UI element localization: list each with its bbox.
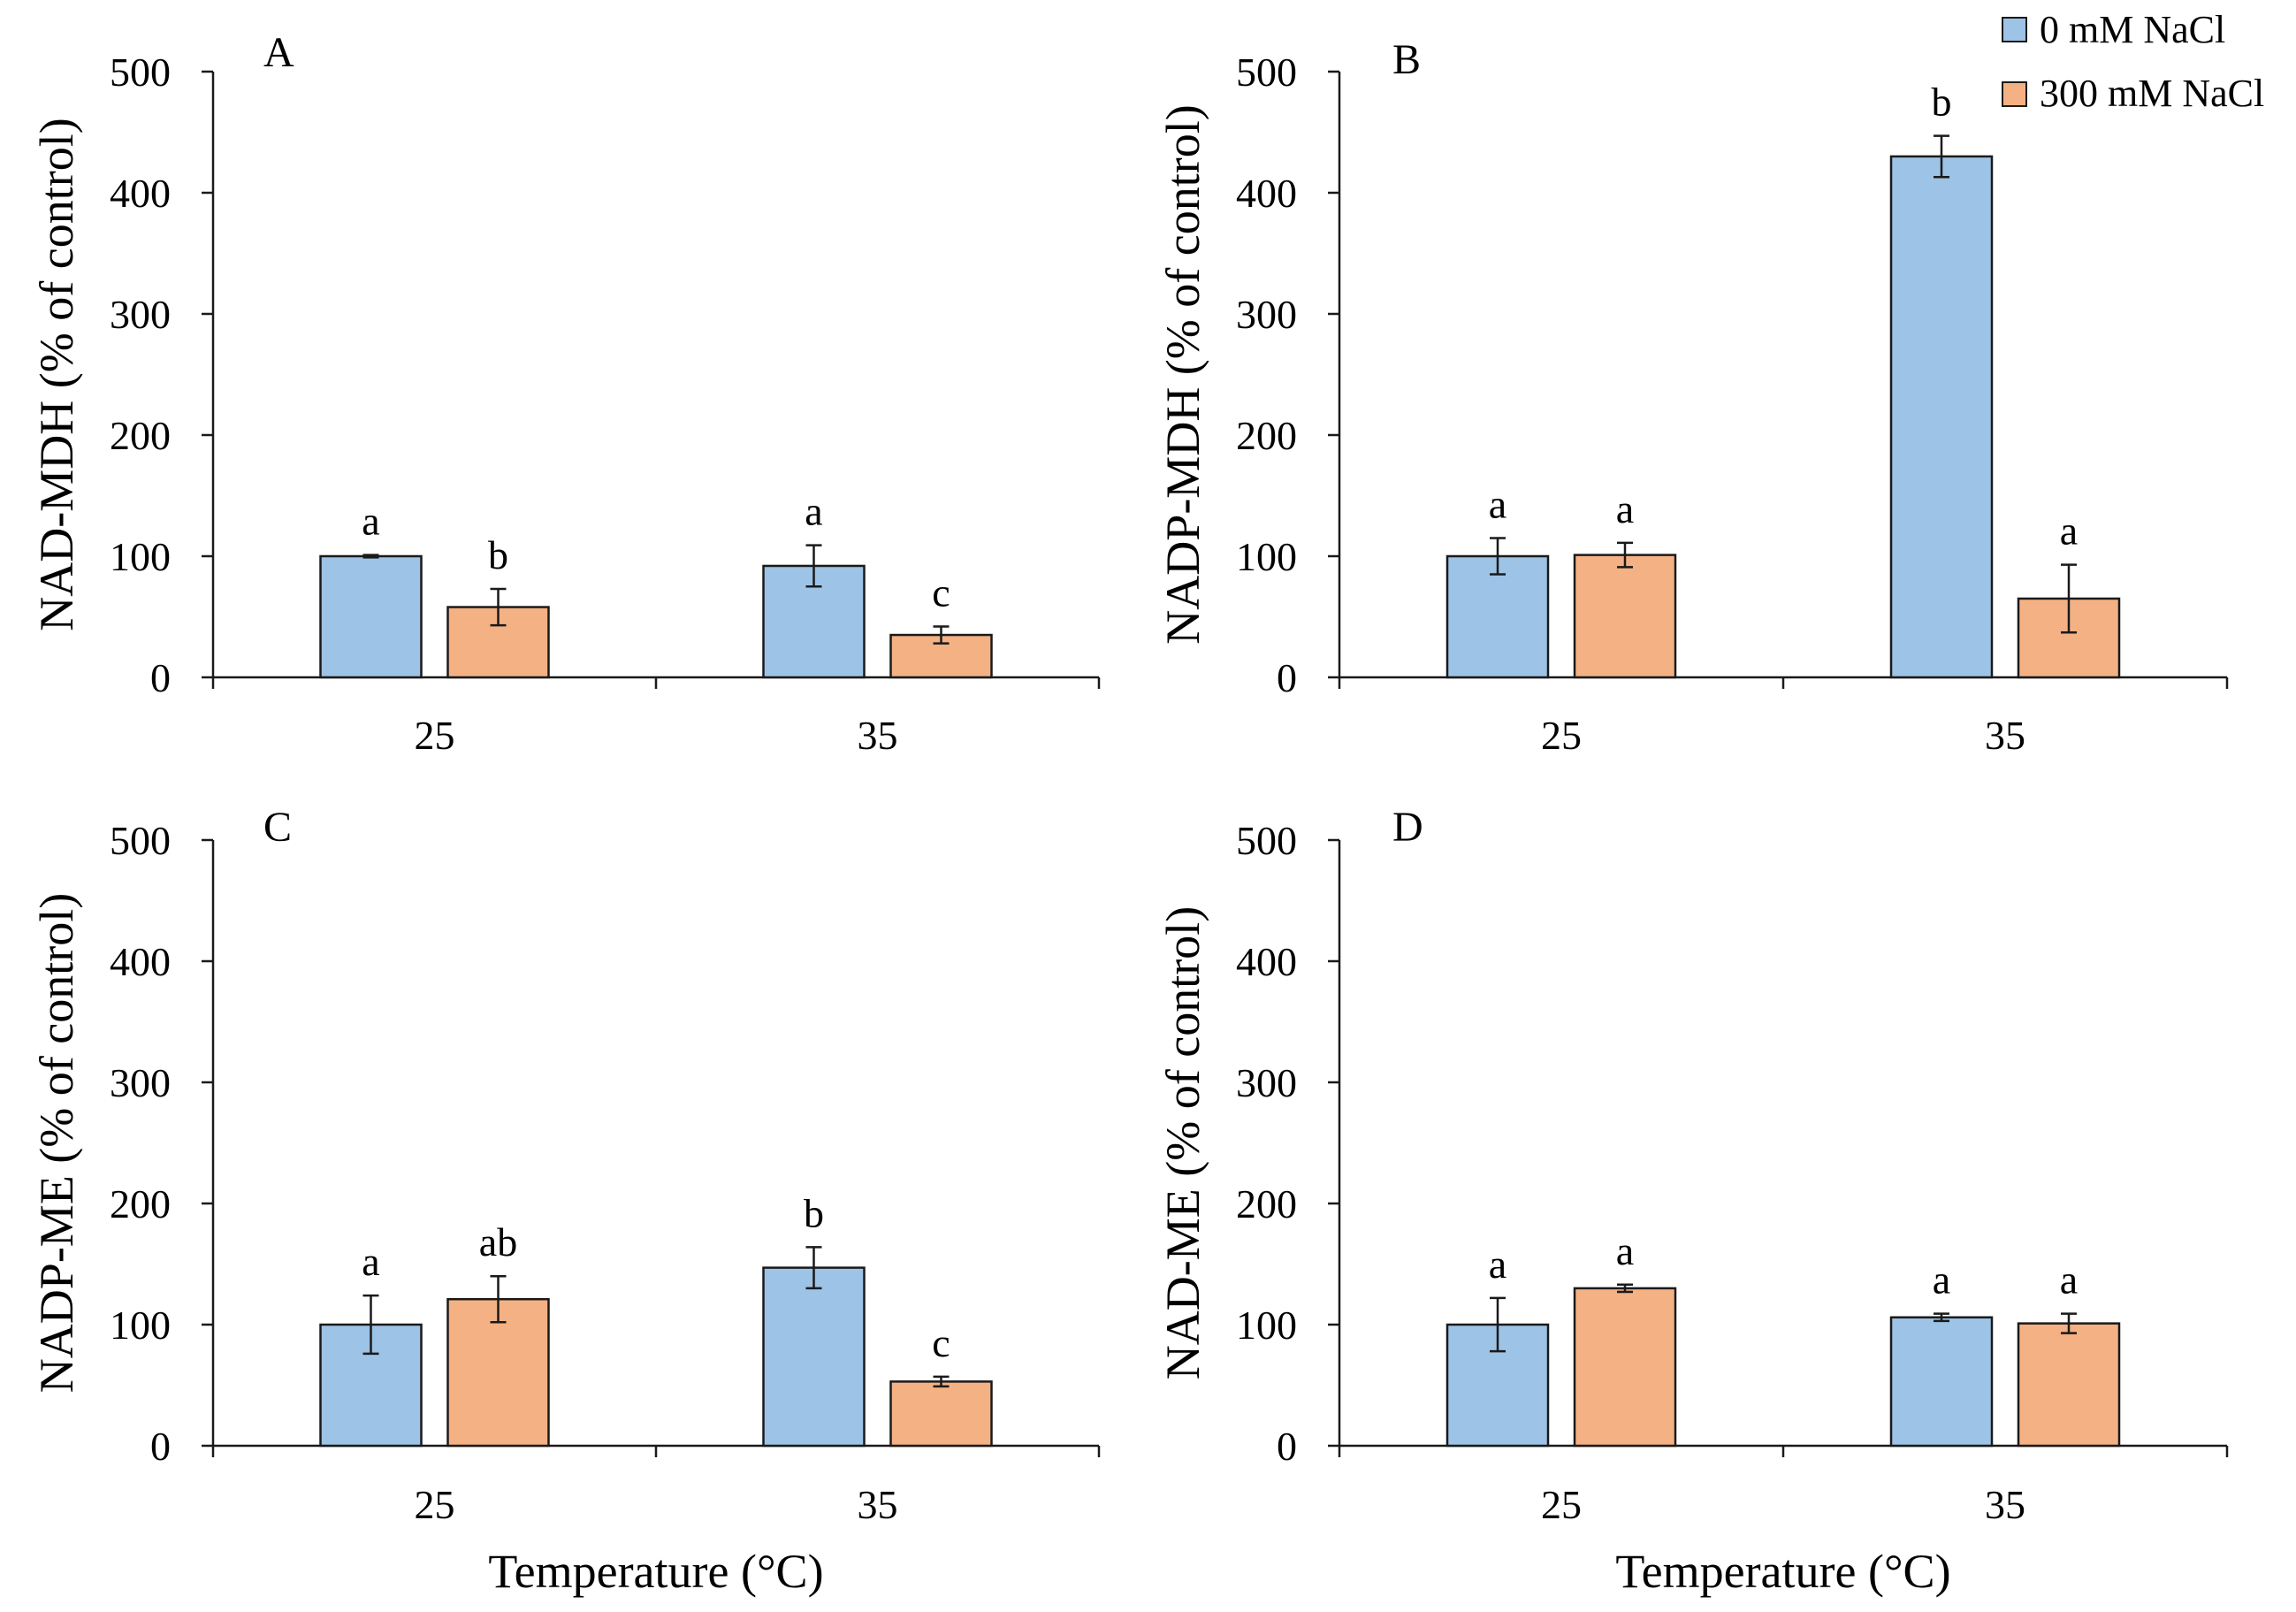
bar-b-0-mm-nacl-25: [1445, 554, 1550, 679]
error-bar-d-300-mm-nacl-35: [2061, 1312, 2077, 1334]
x-tick-label-a-35: 35: [858, 713, 898, 758]
error-bar-c-300-mm-nacl-25: [490, 1274, 507, 1324]
y-tick-label-b-300: 300: [1236, 292, 1297, 337]
y-tick-label-c-500: 500: [110, 818, 171, 863]
x-tick-label-b-25: 25: [1541, 713, 1582, 758]
significance-letter-b-300-mm-nacl-25: a: [1616, 486, 1634, 531]
significance-letter-d-300-mm-nacl-35: a: [2060, 1257, 2078, 1303]
y-tick-label-d-0: 0: [1277, 1424, 1297, 1469]
panels: A NAD-MDH (% of control) 0 100 200 300 400 500 2…: [30, 29, 2229, 1598]
legend-label-0-mm-nacl: 0 mM NaCl: [2040, 8, 2225, 51]
y-tick-label-d-300: 300: [1236, 1060, 1297, 1105]
error-bar-c-0-mm-nacl-25: [362, 1294, 379, 1356]
y-tick-label-d-500: 500: [1236, 818, 1297, 863]
y-tick-label-a-200: 200: [110, 413, 171, 458]
bar-d-300-mm-nacl-35: [2017, 1322, 2121, 1448]
bar-b-0-mm-nacl-35: [1889, 155, 1994, 679]
error-bar-c-0-mm-nacl-35: [805, 1246, 822, 1290]
legend: 0 mM NaCl 300 mM NaCl: [2002, 8, 2264, 115]
significance-letter-b-300-mm-nacl-35: a: [2060, 508, 2078, 554]
bar-d-0-mm-nacl-35: [1889, 1316, 1994, 1448]
y-tick-label-c-400: 400: [110, 939, 171, 984]
y-tick-label-b-200: 200: [1236, 413, 1297, 458]
bar-c-0-mm-nacl-35: [762, 1266, 866, 1448]
y-tick-label-c-0: 0: [150, 1424, 171, 1469]
y-tick-label-b-100: 100: [1236, 534, 1297, 579]
panel-label-c: C: [263, 804, 292, 851]
error-bar-b-0-mm-nacl-35: [1934, 134, 1949, 179]
bar-b-300-mm-nacl-25: [1573, 554, 1677, 679]
error-bar-a-300-mm-nacl-25: [490, 587, 507, 627]
x-tick-label-c-25: 25: [415, 1482, 455, 1527]
significance-letter-a-300-mm-nacl-35: c: [932, 569, 950, 615]
panel-d: D NAD-ME (% of control) 0 100 200 300 400 500 25…: [1156, 804, 2229, 1598]
legend-label-300-mm-nacl: 300 mM NaCl: [2040, 72, 2264, 115]
x-tick-label-a-25: 25: [415, 713, 455, 758]
legend-swatch-0-mm-nacl: [2002, 17, 2027, 42]
error-bar-b-300-mm-nacl-25: [1617, 541, 1633, 569]
significance-letter-c-300-mm-nacl-25: ab: [479, 1219, 517, 1264]
significance-letter-c-0-mm-nacl-25: a: [362, 1239, 379, 1284]
error-bar-b-0-mm-nacl-25: [1490, 537, 1506, 576]
x-tick-label-c-35: 35: [858, 1482, 898, 1527]
y-tick-label-b-0: 0: [1277, 655, 1297, 700]
error-bar-c-300-mm-nacl-35: [933, 1375, 950, 1388]
y-axis-title-b: NADP-MDH (% of control): [1156, 104, 1209, 644]
error-bar-a-0-mm-nacl-35: [805, 544, 822, 588]
significance-letter-a-300-mm-nacl-25: b: [488, 532, 508, 577]
y-tick-label-a-400: 400: [110, 171, 171, 216]
bar-c-300-mm-nacl-25: [446, 1297, 550, 1448]
y-axis-title-c: NADP-ME (% of control): [30, 893, 83, 1393]
significance-letter-a-0-mm-nacl-35: a: [805, 489, 822, 534]
significance-letter-b-0-mm-nacl-35: b: [1932, 80, 1952, 125]
error-bar-d-0-mm-nacl-35: [1934, 1312, 1949, 1323]
legend-swatch-300-mm-nacl: [2002, 81, 2027, 107]
bar-b-300-mm-nacl-35: [2017, 597, 2121, 679]
significance-letter-d-0-mm-nacl-25: a: [1489, 1241, 1507, 1287]
y-tick-label-b-500: 500: [1236, 50, 1297, 95]
significance-letter-c-0-mm-nacl-35: b: [804, 1190, 824, 1235]
significance-letter-c-300-mm-nacl-35: c: [932, 1320, 950, 1365]
y-tick-label-c-100: 100: [110, 1303, 171, 1348]
significance-letter-d-300-mm-nacl-25: a: [1616, 1228, 1634, 1273]
x-axis-title-d: Temperature (°C): [1615, 1545, 1950, 1598]
panel-label-a: A: [263, 29, 294, 76]
y-tick-label-a-500: 500: [110, 50, 171, 95]
y-tick-label-a-0: 0: [150, 655, 171, 700]
panel-c: C NADP-ME (% of control) 0 100 200 300 400 500 2…: [30, 804, 1101, 1598]
significance-letter-a-0-mm-nacl-25: a: [362, 499, 379, 544]
y-tick-label-a-300: 300: [110, 292, 171, 337]
significance-letter-b-0-mm-nacl-25: a: [1489, 481, 1507, 526]
y-axis-title-d: NAD-ME (% of control): [1156, 906, 1209, 1379]
significance-letter-d-0-mm-nacl-35: a: [1933, 1257, 1950, 1303]
y-tick-label-a-100: 100: [110, 534, 171, 579]
error-bar-a-300-mm-nacl-35: [933, 625, 950, 645]
panel-label-b: B: [1392, 36, 1421, 83]
x-tick-label-b-35: 35: [1985, 713, 2025, 758]
x-tick-label-d-25: 25: [1541, 1482, 1582, 1527]
error-bar-b-300-mm-nacl-35: [2061, 563, 2077, 634]
y-tick-label-d-400: 400: [1236, 939, 1297, 984]
error-bar-a-0-mm-nacl-25: [362, 554, 379, 559]
y-tick-label-c-200: 200: [110, 1181, 171, 1226]
y-axis-title-a: NAD-MDH (% of control): [30, 118, 83, 630]
panel-a: A NAD-MDH (% of control) 0 100 200 300 400 500 2…: [30, 29, 1101, 758]
error-bar-d-300-mm-nacl-25: [1617, 1283, 1633, 1294]
bar-d-300-mm-nacl-25: [1573, 1287, 1677, 1448]
panel-label-d: D: [1392, 804, 1423, 851]
y-tick-label-b-400: 400: [1236, 171, 1297, 216]
bar-a-0-mm-nacl-25: [319, 554, 423, 679]
y-tick-label-c-300: 300: [110, 1060, 171, 1105]
y-tick-label-d-100: 100: [1236, 1303, 1297, 1348]
error-bar-d-0-mm-nacl-25: [1490, 1296, 1506, 1353]
y-tick-label-d-200: 200: [1236, 1181, 1297, 1226]
x-axis-title-c: Temperature (°C): [488, 1545, 823, 1598]
bar-c-300-mm-nacl-35: [889, 1380, 993, 1448]
x-tick-label-d-35: 35: [1985, 1482, 2025, 1527]
panel-b: B NADP-MDH (% of control) 0 100 200 300 400 500…: [1156, 36, 2229, 758]
